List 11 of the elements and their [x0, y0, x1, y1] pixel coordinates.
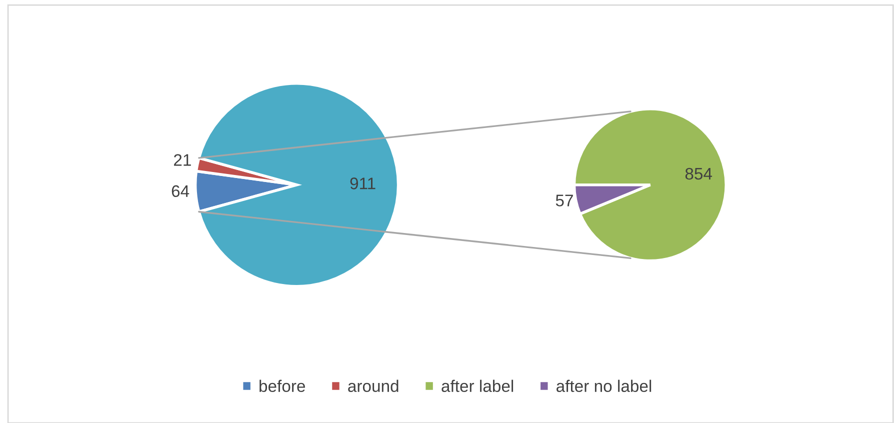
legend-label: after no label: [556, 380, 652, 392]
legend-label: around: [348, 380, 398, 392]
legend-label: before: [260, 380, 306, 392]
data-label: 854: [685, 168, 712, 180]
data-label: 64: [172, 185, 190, 198]
pie-slice: [198, 82, 400, 288]
data-label: 911: [350, 178, 376, 190]
data-label: 57: [556, 194, 573, 206]
pie-slice: [572, 107, 728, 262]
data-label: 21: [174, 154, 191, 166]
legend-label: after label: [442, 380, 514, 392]
